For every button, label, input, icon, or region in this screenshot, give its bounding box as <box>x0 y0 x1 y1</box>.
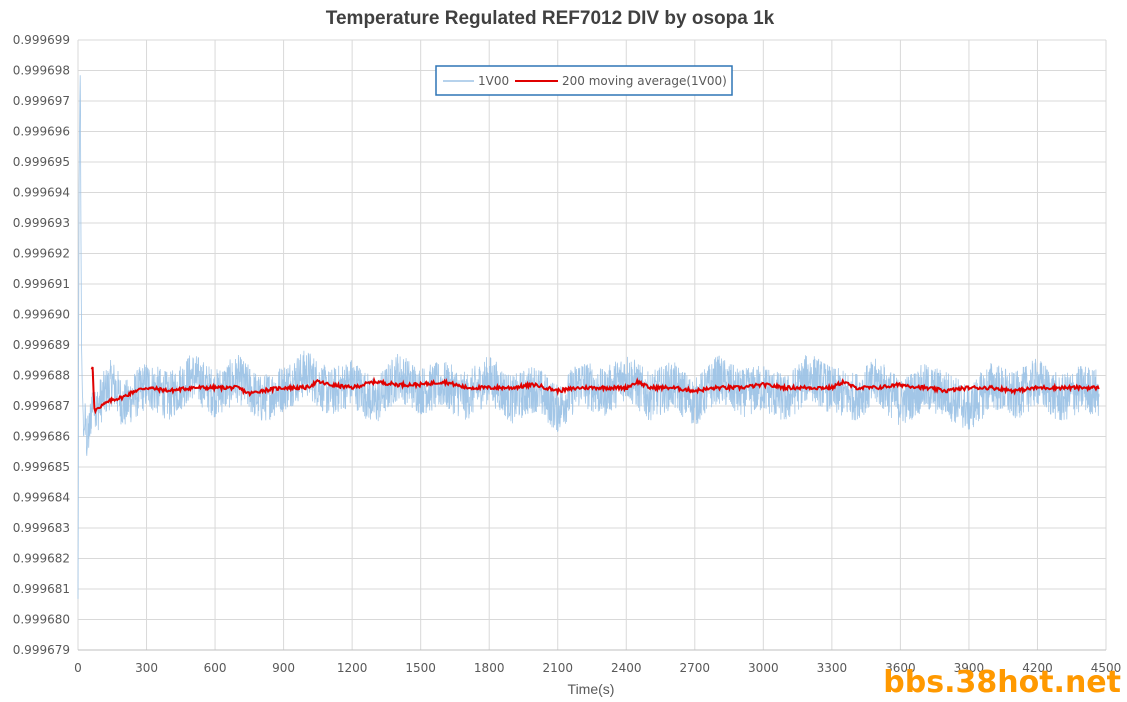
x-tick-label: 4500 <box>1091 661 1122 675</box>
x-tick-label: 0 <box>74 661 82 675</box>
x-tick-label: 3300 <box>817 661 848 675</box>
x-tick-label: 2400 <box>611 661 642 675</box>
y-tick-label: 0.999696 <box>13 125 70 139</box>
plot-area <box>77 75 1100 599</box>
y-tick-label: 0.999688 <box>13 369 70 383</box>
y-tick-label: 0.999695 <box>13 155 70 169</box>
y-tick-label: 0.999687 <box>13 399 70 413</box>
y-tick-label: 0.999681 <box>13 582 70 596</box>
x-tick-label: 1500 <box>405 661 436 675</box>
y-tick-label: 0.999697 <box>13 94 70 108</box>
x-tick-label: 3900 <box>954 661 985 675</box>
x-tick-label: 3000 <box>748 661 779 675</box>
y-tick-label: 0.999690 <box>13 308 70 322</box>
y-tick-label: 0.999686 <box>13 430 70 444</box>
y-tick-label: 0.999684 <box>13 491 70 505</box>
x-tick-label: 1800 <box>474 661 505 675</box>
series-line-1v00 <box>77 75 1100 599</box>
gridlines <box>77 39 1107 651</box>
x-tick-label: 1200 <box>337 661 368 675</box>
y-tick-label: 0.999683 <box>13 521 70 535</box>
chart-title: Temperature Regulated REF7012 DIV by oso… <box>326 8 775 29</box>
x-tick-label: 2100 <box>542 661 573 675</box>
y-tick-label: 0.999699 <box>13 33 70 47</box>
y-tick-label: 0.999693 <box>13 216 70 230</box>
y-tick-label: 0.999692 <box>13 247 70 261</box>
legend-label-1v00: 1V00 <box>478 74 509 88</box>
legend: 1V00 200 moving average(1V00) <box>435 65 733 96</box>
x-axis-title: Time(s) <box>568 681 615 697</box>
y-tick-label: 0.999679 <box>13 643 70 657</box>
axes: 0.999679 0.999680 0.999681 0.999682 0.999683… <box>13 33 1122 675</box>
x-tick-label: 4200 <box>1022 661 1053 675</box>
watermark: bbs.38hot.net <box>883 665 1121 700</box>
y-tick-label: 0.999698 <box>13 64 70 78</box>
x-tick-label: 2700 <box>680 661 711 675</box>
legend-box <box>435 65 733 96</box>
x-tick-label: 600 <box>204 661 227 675</box>
x-tick-label: 3600 <box>885 661 916 675</box>
y-tick-label: 0.999691 <box>13 277 70 291</box>
y-tick-label: 0.999694 <box>13 186 70 200</box>
y-tick-label: 0.999689 <box>13 338 70 352</box>
series-line-moving-average <box>90 366 1100 415</box>
x-tick-label: 300 <box>135 661 158 675</box>
x-tick-label: 900 <box>272 661 295 675</box>
legend-label-moving-average: 200 moving average(1V00) <box>562 74 727 88</box>
y-tick-label: 0.999680 <box>13 613 70 627</box>
y-tick-label: 0.999682 <box>13 552 70 566</box>
y-tick-label: 0.999685 <box>13 460 70 474</box>
